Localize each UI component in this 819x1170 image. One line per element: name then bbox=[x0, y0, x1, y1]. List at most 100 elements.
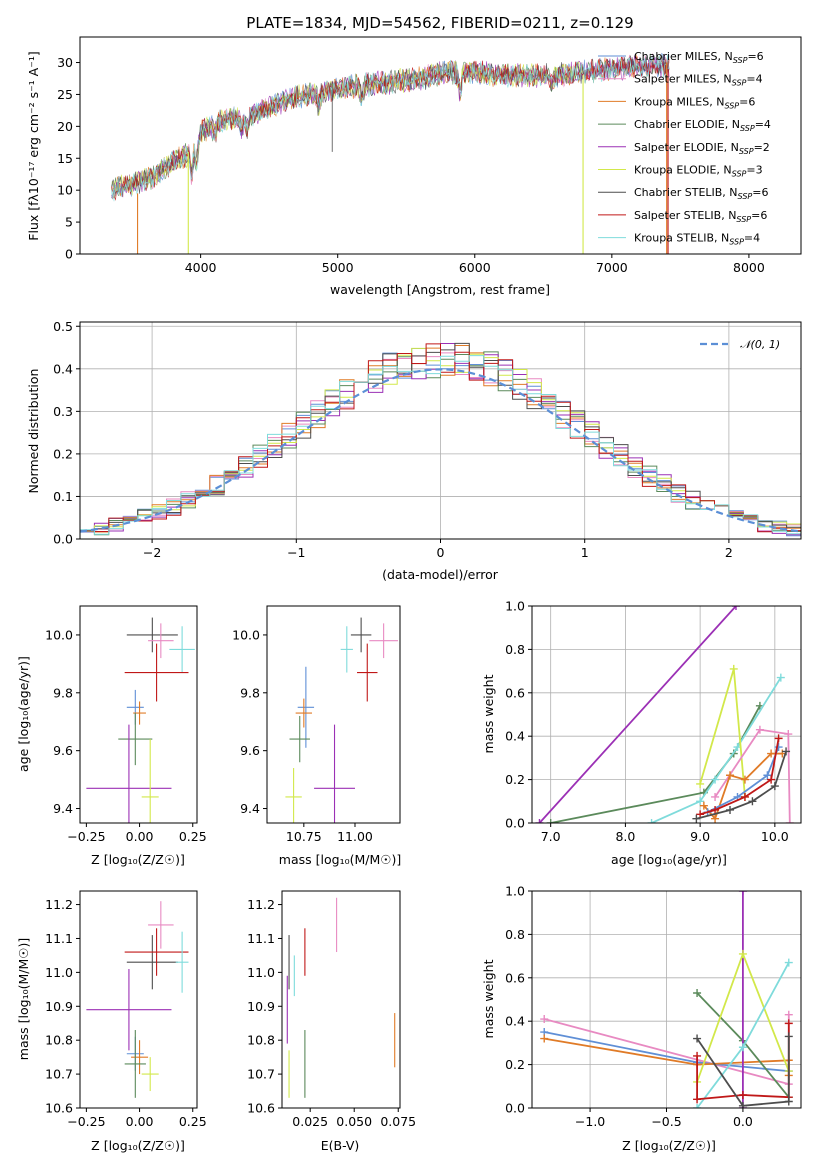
x-tick-label: −1.0 bbox=[575, 1114, 605, 1129]
legend-label-subscript: SSP bbox=[724, 101, 739, 110]
legend-label-part: Chabrier ELODIE, N bbox=[634, 118, 740, 131]
age-vs-metallicity-panel: −0.25 0.00 0.25 9.4 9.6 9.8 10.0 bbox=[45, 605, 207, 844]
weight-series-line bbox=[538, 606, 737, 823]
weight-point-marker bbox=[540, 1015, 549, 1024]
weight-point-marker bbox=[784, 730, 793, 739]
legend-label-part: Salpeter ELODIE, N bbox=[634, 141, 739, 154]
spectrum-title: PLATE=1834, MJD=54562, FIBERID=0211, z=0… bbox=[246, 14, 633, 32]
weight-point-marker bbox=[770, 782, 779, 791]
weight-point-marker bbox=[711, 775, 720, 784]
legend-label: Kroupa MILES, NSSP=6 bbox=[634, 95, 755, 110]
y-tick-label: 9.6 bbox=[240, 743, 260, 758]
legend-label-part: =4 bbox=[744, 232, 760, 245]
weight-point-marker bbox=[776, 673, 785, 682]
legend-label: Salpeter ELODIE, NSSP=2 bbox=[634, 141, 770, 156]
y-tick-label: 25 bbox=[57, 87, 73, 102]
legend-label-part: =4 bbox=[746, 73, 762, 86]
y-tick-label: 0.0 bbox=[505, 1101, 525, 1116]
weight-point-marker bbox=[696, 779, 705, 788]
residual-histogram-panel: −2 −1 0 1 2 0.0 0.1 0.2 0.3 0.4 0.5 𝒩(0, 1) bbox=[53, 319, 802, 560]
y-tick-label: 0.5 bbox=[53, 319, 73, 334]
x-tick-label: 9.0 bbox=[690, 829, 710, 844]
weight-point-marker bbox=[738, 891, 747, 895]
x-tick-label: 0.25 bbox=[179, 1114, 207, 1129]
y-tick-label: 0.4 bbox=[505, 1014, 525, 1029]
y-tick-label: 0.0 bbox=[53, 532, 73, 547]
legend-label: Kroupa STELIB, NSSP=4 bbox=[634, 232, 760, 247]
x-tick-label: 8.0 bbox=[615, 829, 635, 844]
plot-area bbox=[286, 897, 396, 1098]
legend-label-part: Kroupa ELODIE, N bbox=[634, 164, 732, 177]
y-tick-label: 9.6 bbox=[53, 743, 73, 758]
weight-age-xlabel: age [log₁₀(age/yr)] bbox=[611, 852, 727, 867]
weight-series-line bbox=[651, 677, 782, 823]
y-tick-label: 10.7 bbox=[247, 1067, 275, 1082]
x-tick-label: −0.25 bbox=[67, 829, 105, 844]
y-tick-label: 11.1 bbox=[45, 931, 73, 946]
legend-label-part: Salpeter STELIB, N bbox=[634, 209, 736, 222]
y-tick-label: 9.4 bbox=[240, 801, 260, 816]
weight-vs-metallicity-panel: −1.0 −0.5 0.0 0.0 0.2 0.4 0.6 0.8 1.0 bbox=[505, 884, 802, 1129]
weight-point-marker bbox=[540, 1034, 549, 1043]
weight-point-marker bbox=[726, 771, 735, 780]
x-tick-label: −1 bbox=[287, 545, 305, 560]
legend-label-subscript: SSP bbox=[733, 56, 748, 65]
y-tick-label: 1.0 bbox=[505, 599, 525, 614]
weight-point-marker bbox=[755, 725, 764, 734]
y-tick-label: 0.2 bbox=[53, 446, 73, 461]
legend-label-subscript: SSP bbox=[732, 170, 747, 179]
legend-label-part: Kroupa STELIB, N bbox=[634, 232, 729, 245]
y-tick-label: 10.8 bbox=[247, 1033, 275, 1048]
mass-vs-extinction-panel: 0.025 0.050 0.075 10.6 10.7 10.8 10.9 11.0 11.1 1… bbox=[247, 890, 416, 1129]
weight-point-marker bbox=[784, 1097, 793, 1106]
y-tick-label: 1.0 bbox=[505, 884, 525, 899]
legend-label: Chabrier STELIB, NSSP=6 bbox=[634, 186, 768, 201]
weight-point-marker bbox=[693, 1104, 702, 1108]
x-tick-label: −2 bbox=[143, 545, 161, 560]
y-tick-label: 10.0 bbox=[45, 627, 73, 642]
x-tick-label: 7.0 bbox=[541, 829, 561, 844]
weight-point-marker bbox=[546, 819, 555, 823]
weight-point-marker bbox=[784, 958, 793, 967]
x-tick-label: 11.00 bbox=[337, 829, 373, 844]
y-tick-label: 30 bbox=[57, 55, 73, 70]
y-tick-label: 10.9 bbox=[45, 999, 73, 1014]
y-tick-label: 20 bbox=[57, 119, 73, 134]
y-tick-label: 15 bbox=[57, 151, 73, 166]
plot-area bbox=[285, 617, 398, 823]
legend-label-subscript: SSP bbox=[740, 124, 755, 133]
axes-frame bbox=[79, 890, 198, 1109]
y-tick-label: 11.1 bbox=[247, 931, 275, 946]
weight-point-marker bbox=[647, 819, 656, 823]
legend-label-part: =6 bbox=[751, 209, 767, 222]
legend-label-part: Chabrier MILES, N bbox=[634, 50, 733, 63]
y-tick-label: 11.0 bbox=[247, 965, 275, 980]
age-mass-xlabel: mass [log₁₀(M/M☉)] bbox=[279, 852, 401, 867]
weight-point-marker bbox=[711, 792, 720, 801]
spectrum-ylabel: Flux [fλ10⁻¹⁷ erg cm⁻² s⁻¹ A⁻¹] bbox=[26, 51, 41, 240]
weight-point-marker bbox=[711, 805, 720, 814]
weight-vs-age-panel: 7.0 8.0 9.0 10.0 0.0 0.2 0.4 0.6 0.8 1.0 bbox=[505, 599, 802, 844]
residuals-xlabel: (data-model)/error bbox=[382, 567, 499, 582]
legend-label-part: Kroupa MILES, N bbox=[634, 95, 724, 108]
x-tick-label: 0.075 bbox=[380, 1114, 416, 1129]
weight-point-marker bbox=[692, 814, 701, 823]
legend-label-part: =6 bbox=[752, 186, 768, 199]
x-tick-label: −0.25 bbox=[67, 1114, 105, 1129]
weight-point-marker bbox=[738, 1101, 747, 1108]
weight-point-marker bbox=[693, 988, 702, 997]
weight-point-marker bbox=[767, 775, 776, 784]
mass-Z-xlabel: Z [log₁₀(Z/Z☉)] bbox=[91, 1138, 185, 1153]
legend-label-part: Chabrier STELIB, N bbox=[634, 186, 738, 199]
y-tick-label: 0.3 bbox=[53, 404, 73, 419]
y-tick-label: 0.4 bbox=[53, 361, 73, 376]
weight-point-marker bbox=[726, 805, 735, 814]
spectrum-xlabel: wavelength [Angstrom, rest frame] bbox=[330, 282, 550, 297]
plot-area bbox=[80, 342, 801, 539]
y-tick-label: 0.8 bbox=[505, 927, 525, 942]
weight-point-marker bbox=[738, 949, 747, 958]
weight-age-ylabel: mass weight bbox=[481, 674, 496, 753]
x-tick-label: 1 bbox=[581, 545, 589, 560]
legend-label-part: Salpeter MILES, N bbox=[634, 73, 732, 86]
y-tick-label: 0 bbox=[65, 247, 73, 262]
